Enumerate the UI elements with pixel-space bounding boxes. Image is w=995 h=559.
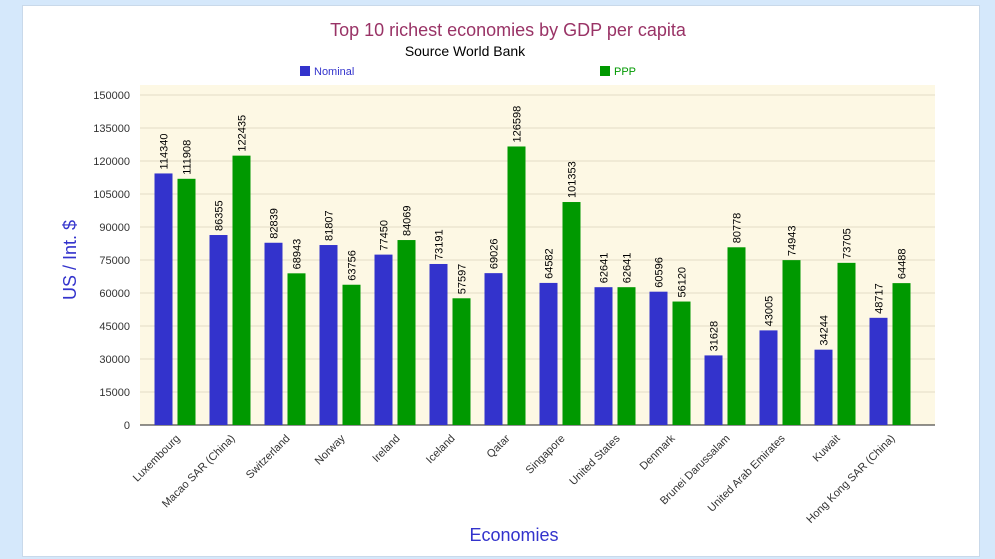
y-tick-label: 15000 (99, 387, 130, 399)
data-label: 122435 (237, 115, 249, 152)
data-label: 80778 (732, 213, 744, 244)
bar-ppp (507, 146, 526, 425)
data-label: 81807 (324, 210, 336, 241)
data-label: 77450 (379, 220, 391, 251)
bar-nominal (209, 235, 228, 425)
bar-ppp (562, 202, 581, 425)
data-label: 74943 (787, 226, 799, 257)
bar-nominal (759, 330, 778, 425)
legend-label-ppp: PPP (614, 66, 636, 78)
data-label: 62641 (599, 253, 611, 284)
x-tick-label: Hong Kong SAR (China) (804, 433, 897, 526)
data-label: 64582 (544, 248, 556, 279)
chart-title: Top 10 richest economies by GDP per capi… (330, 20, 687, 40)
y-tick-label: 135000 (93, 123, 130, 135)
bar-ppp (232, 155, 251, 425)
data-label: 48717 (874, 283, 886, 314)
x-tick-label: Iceland (424, 433, 458, 467)
chart-subtitle: Source World Bank (405, 43, 526, 59)
data-label: 101353 (567, 161, 579, 198)
bar-ppp (837, 262, 856, 425)
legend: Nominal PPP (300, 66, 636, 78)
data-label: 82839 (269, 208, 281, 239)
x-tick-label: Ireland (370, 433, 402, 465)
bar-nominal (869, 317, 888, 425)
bar-ppp (397, 240, 416, 425)
bar-nominal (429, 263, 448, 425)
x-tick-label: Kuwait (811, 433, 843, 465)
x-tick-label: Norway (313, 432, 348, 467)
y-tick-label: 105000 (93, 189, 130, 201)
data-label: 86355 (214, 200, 226, 231)
data-label: 56120 (677, 267, 689, 298)
y-tick-label: 120000 (93, 156, 130, 168)
data-label: 34244 (819, 315, 831, 346)
bar-nominal (484, 273, 503, 425)
bar-ppp (287, 273, 306, 425)
data-label: 64488 (897, 249, 909, 280)
bar-nominal (649, 291, 668, 425)
y-tick-label: 75000 (99, 255, 130, 267)
data-label: 60596 (654, 257, 666, 288)
bar-nominal (814, 349, 833, 425)
bar-nominal (374, 254, 393, 425)
data-label: 114340 (159, 134, 171, 170)
data-label: 62641 (622, 253, 634, 284)
x-tick-label: Qatar (485, 432, 513, 460)
bar-nominal (154, 173, 173, 425)
y-tick-label: 150000 (93, 90, 130, 102)
bar-nominal (539, 282, 558, 425)
y-tick-label: 45000 (99, 321, 130, 333)
bar-ppp (452, 298, 471, 425)
x-tick-label: United States (567, 432, 623, 488)
bar-ppp (727, 247, 746, 425)
x-tick-label: Singapore (524, 433, 568, 477)
data-label: 43005 (764, 296, 776, 327)
legend-swatch-ppp (600, 66, 610, 76)
legend-swatch-nominal (300, 66, 310, 76)
bar-nominal (704, 355, 723, 425)
x-tick-label: Switzerland (244, 433, 293, 482)
y-axis-title: US / Int. $ (60, 220, 80, 300)
data-label: 73705 (842, 228, 854, 259)
legend-label-nominal: Nominal (314, 66, 354, 78)
bar-nominal (264, 242, 283, 425)
data-label: 63756 (347, 250, 359, 281)
x-tick-label: Luxembourg (131, 433, 183, 485)
y-tick-label: 30000 (99, 354, 130, 366)
y-tick-label: 0 (124, 420, 130, 432)
x-tick-label: Denmark (638, 432, 678, 472)
bar-nominal (319, 245, 338, 425)
data-label: 84069 (402, 205, 414, 236)
y-tick-label: 60000 (99, 288, 130, 300)
data-label: 57597 (457, 264, 469, 295)
data-label: 111908 (182, 140, 194, 175)
bar-ppp (782, 260, 801, 425)
data-label: 69026 (489, 239, 501, 270)
bar-ppp (892, 283, 911, 425)
bar-ppp (617, 287, 636, 425)
data-label: 68943 (292, 239, 304, 270)
data-label: 31628 (709, 321, 721, 352)
bar-ppp (672, 301, 691, 425)
y-tick-label: 90000 (99, 222, 130, 234)
data-label: 73191 (434, 229, 446, 260)
bar-ppp (177, 178, 196, 425)
bar-ppp (342, 284, 361, 425)
x-axis-title: Economies (469, 525, 558, 545)
bar-nominal (594, 287, 613, 425)
data-label: 126598 (512, 106, 524, 143)
